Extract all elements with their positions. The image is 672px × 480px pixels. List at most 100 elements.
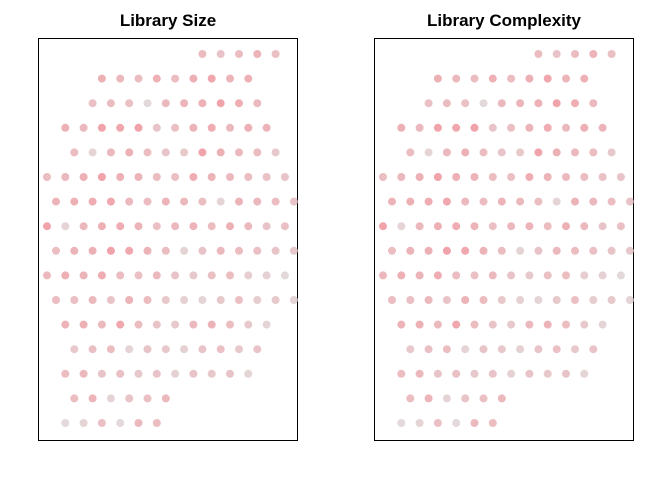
spot-point	[226, 271, 234, 280]
spot-point	[415, 222, 424, 231]
spot-point	[470, 320, 479, 329]
spot-point	[216, 50, 225, 58]
spot-point	[625, 296, 634, 304]
spot-point	[97, 74, 106, 83]
spot-point	[180, 197, 189, 206]
spot-point	[216, 197, 225, 206]
spot-point	[244, 369, 253, 378]
spot-point	[161, 99, 170, 108]
spot-point	[415, 320, 424, 329]
spot-point	[589, 99, 598, 108]
spot-point	[134, 419, 143, 427]
spot-point	[562, 123, 570, 132]
spot-point	[497, 197, 506, 206]
spot-point	[424, 296, 433, 304]
spot-point	[406, 296, 415, 304]
spot-point	[280, 271, 289, 280]
spot-point	[88, 345, 97, 354]
spot-point	[406, 345, 415, 354]
spot-point	[507, 271, 516, 280]
spot-point	[235, 197, 243, 206]
spot-point	[116, 222, 125, 231]
spot-point	[562, 74, 570, 83]
spot-point	[488, 369, 497, 378]
spot-point	[79, 271, 88, 280]
spot-point	[415, 123, 424, 132]
spot-point	[43, 271, 51, 280]
spot-point	[388, 296, 396, 304]
spot-point	[424, 394, 433, 403]
spot-point	[226, 222, 234, 231]
spot-point	[226, 173, 234, 181]
spot-point	[253, 296, 262, 304]
spot-point	[134, 173, 143, 181]
spot-point	[189, 123, 198, 132]
spot-point	[253, 246, 262, 255]
spot-point	[152, 369, 161, 378]
spot-point	[507, 320, 516, 329]
spot-point	[198, 50, 207, 58]
spot-point	[461, 246, 470, 255]
spot-point	[525, 173, 534, 181]
spot-point	[61, 320, 70, 329]
spot-point	[189, 271, 198, 280]
spot-point	[125, 148, 134, 157]
spot-point	[452, 74, 461, 83]
spot-point	[216, 148, 225, 157]
spot-point	[88, 99, 97, 108]
spot-point	[171, 271, 180, 280]
spot-point	[262, 222, 271, 231]
spot-point	[235, 99, 243, 108]
spot-point	[116, 320, 125, 329]
spot-point	[598, 123, 607, 132]
spot-point	[497, 99, 506, 108]
spot-point	[143, 394, 152, 403]
spot-point	[244, 173, 253, 181]
spot-point	[161, 394, 170, 403]
spot-point	[516, 296, 525, 304]
spot-point	[442, 197, 451, 206]
spot-point	[244, 222, 253, 231]
spot-point	[543, 222, 552, 231]
spot-point	[116, 271, 125, 280]
spot-point	[189, 320, 198, 329]
spot-point	[525, 74, 534, 83]
spot-point	[534, 148, 543, 157]
spot-point	[424, 99, 433, 108]
spot-point	[379, 271, 387, 280]
spot-point	[534, 99, 543, 108]
spot-point	[216, 296, 225, 304]
panel-title: Library Complexity	[427, 11, 582, 30]
spot-point	[479, 246, 488, 255]
spot-point	[97, 271, 106, 280]
spot-point	[97, 222, 106, 231]
spot-point	[143, 197, 152, 206]
spot-point	[61, 271, 70, 280]
spot-point	[253, 99, 262, 108]
spot-point	[125, 197, 134, 206]
spot-point	[452, 271, 461, 280]
spot-point	[61, 173, 70, 181]
spot-point	[452, 369, 461, 378]
spot-point	[397, 419, 406, 427]
spot-point	[442, 99, 451, 108]
spot-point	[442, 296, 451, 304]
spot-point	[571, 246, 579, 255]
spot-point	[198, 296, 207, 304]
spot-point	[534, 296, 543, 304]
spot-point	[507, 74, 516, 83]
spot-point	[616, 173, 625, 181]
spot-point	[106, 345, 115, 354]
spot-point	[244, 123, 253, 132]
spot-point	[497, 246, 506, 255]
points-layer	[43, 50, 298, 427]
spot-point	[543, 271, 552, 280]
spot-point	[388, 246, 396, 255]
spot-point	[244, 271, 253, 280]
spot-point	[442, 148, 451, 157]
spot-point	[207, 369, 216, 378]
spot-point	[571, 99, 579, 108]
spot-point	[161, 345, 170, 354]
spot-point	[116, 419, 125, 427]
spot-point	[534, 345, 543, 354]
